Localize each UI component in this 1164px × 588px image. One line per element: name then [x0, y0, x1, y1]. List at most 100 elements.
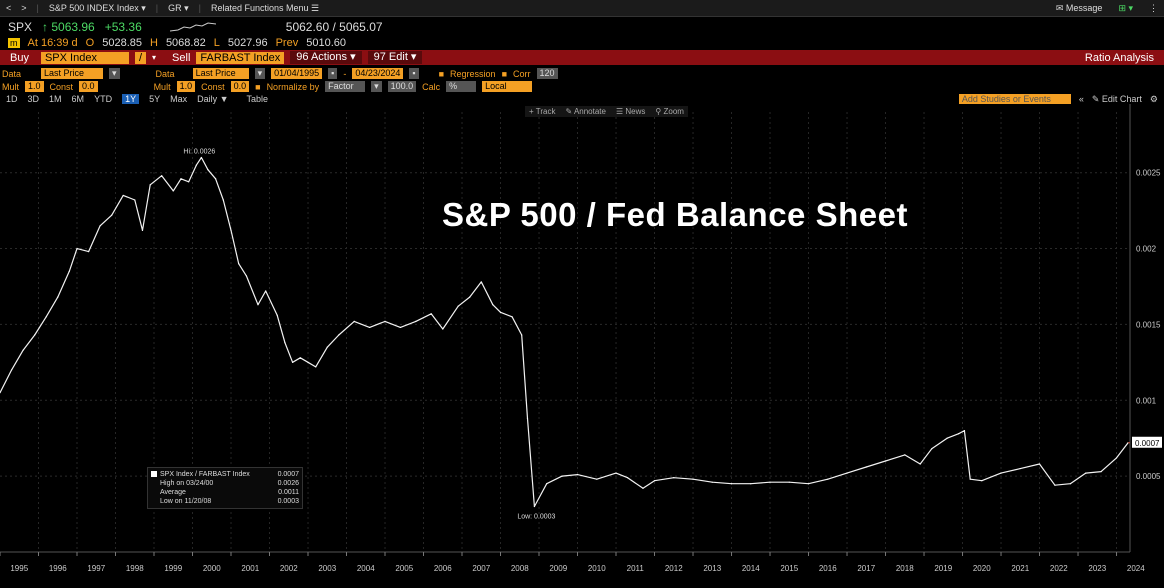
news-tool[interactable]: ☰ News: [615, 107, 646, 116]
period-max[interactable]: Max: [170, 94, 188, 104]
data2-select[interactable]: Last Price: [192, 68, 249, 79]
data-select[interactable]: Last Price: [41, 68, 104, 79]
series-point: [827, 478, 829, 480]
series-point: [931, 448, 933, 450]
normalize-checkbox[interactable]: ■: [255, 81, 261, 92]
series-point: [315, 366, 317, 368]
delay-badge-icon: m: [8, 37, 20, 48]
series-point: [576, 474, 579, 476]
gear-icon[interactable]: ⚙: [1149, 93, 1158, 104]
more-icon[interactable]: ⋮: [1149, 2, 1158, 13]
zoom-tool[interactable]: ⚲ Zoom: [655, 107, 684, 116]
mult-input[interactable]: 1.0: [25, 81, 44, 92]
period-1m[interactable]: 1M: [49, 94, 62, 104]
legend-low-label: Low on 11/20/08: [160, 498, 212, 505]
end-date-input[interactable]: 04/23/2024: [352, 68, 404, 79]
series-point: [546, 483, 548, 485]
low-label: L: [213, 36, 220, 49]
actions-button[interactable]: 96 Actions ▾: [290, 51, 362, 64]
high-annotation: Hi: 0.0026: [183, 149, 215, 156]
buy-security-menu[interactable]: /: [134, 51, 147, 64]
series-point: [884, 460, 887, 462]
ratio-chart[interactable]: 1995 1996 1997 1998 1999 2000 2001 2002 2003 2004…: [0, 104, 1164, 588]
annotate-label: Annotate: [573, 107, 606, 116]
frequency-select[interactable]: Daily ▼: [197, 94, 229, 104]
calendar-icon[interactable]: ▪: [409, 68, 419, 79]
period-5y[interactable]: 5Y: [149, 94, 161, 104]
x-tick-label: 2018: [896, 564, 914, 573]
normalize-select-arrow[interactable]: ▾: [371, 81, 382, 92]
message-button[interactable]: ✉ Message: [1056, 3, 1103, 14]
legend-high-label: High on 03/24/00: [160, 480, 214, 487]
const-input[interactable]: 0.0: [79, 81, 98, 92]
back-arrow-icon[interactable]: <: [6, 3, 12, 13]
forward-arrow-icon[interactable]: >: [21, 3, 27, 13]
x-tick-label: 2001: [241, 564, 259, 573]
parameter-row-1: Data Last Price ▾ Data Last Price ▾ 01/0…: [0, 67, 1164, 80]
chevron-down-icon[interactable]: ▾: [152, 53, 157, 62]
series-point: [1054, 484, 1056, 486]
series-point: [338, 334, 340, 336]
const2-label: Const: [201, 81, 225, 92]
factor-input[interactable]: 100.0: [387, 81, 417, 92]
bid-ask: 5062.60 / 5065.07: [285, 20, 383, 34]
quote-detail-line: m At 16:39 d O 5028.85 H 5068.82 L 5027.96 …: [0, 35, 1164, 50]
series-point: [1085, 472, 1087, 474]
start-date-input[interactable]: 01/04/1995: [271, 68, 323, 79]
calendar-icon[interactable]: ▪: [328, 68, 338, 79]
corr-label: Corr: [513, 68, 531, 79]
series-point: [200, 156, 202, 159]
normalize-select[interactable]: Factor: [325, 81, 366, 92]
series-point: [45, 316, 47, 318]
legend-swatch: [151, 471, 157, 478]
add-studies-input[interactable]: Add Studies or Events: [958, 93, 1071, 105]
legend-row: Low on 11/20/08 0.0003: [151, 497, 299, 506]
series-point: [846, 472, 848, 474]
prev-label: Prev: [275, 36, 299, 49]
period-1y[interactable]: 1Y: [122, 94, 140, 104]
calc-select[interactable]: %: [446, 81, 477, 92]
series-point: [122, 194, 124, 197]
track-tool[interactable]: + Track: [529, 107, 556, 116]
period-6m[interactable]: 6M: [71, 94, 85, 104]
data-select-arrow[interactable]: ▾: [109, 68, 120, 79]
x-tick-label: 2021: [1011, 564, 1029, 573]
corr-checkbox[interactable]: ■: [501, 68, 507, 79]
period-1d[interactable]: 1D: [6, 94, 18, 104]
x-tick-label: 2007: [472, 564, 490, 573]
separator: |: [198, 3, 201, 13]
gr-menu[interactable]: GR ▾: [168, 2, 189, 13]
legend-series-label: SPX Index / FARBAST Index: [160, 471, 250, 478]
edit-chart-button[interactable]: ✎ Edit Chart: [1092, 94, 1142, 105]
local-select[interactable]: Local: [482, 81, 533, 92]
table-button[interactable]: Table: [246, 94, 269, 104]
series-point: [1069, 483, 1071, 485]
window-controls[interactable]: ⊞ ▾: [1118, 2, 1133, 13]
series-point: [415, 320, 417, 322]
series-point: [919, 463, 921, 465]
legend-average-label: Average: [160, 489, 186, 496]
buy-label[interactable]: Buy: [10, 51, 29, 64]
mult2-input[interactable]: 1.0: [176, 81, 196, 92]
series-point: [642, 487, 644, 489]
series-point: [711, 481, 713, 483]
data2-select-arrow[interactable]: ▾: [254, 68, 266, 79]
edit-button[interactable]: 97 Edit ▾: [367, 51, 423, 64]
series-point: [653, 480, 656, 482]
security-menu[interactable]: S&P 500 INDEX Index ▾: [48, 2, 146, 13]
buy-security-field[interactable]: SPX Index: [40, 51, 129, 64]
series-point: [76, 247, 78, 250]
const2-input[interactable]: 0.0: [230, 81, 250, 92]
sell-label[interactable]: Sell: [172, 51, 191, 64]
prev-value: 5010.60: [306, 36, 346, 49]
annotate-tool[interactable]: ✎ Annotate: [565, 107, 606, 116]
sell-security-field[interactable]: FARBAST Index: [196, 51, 285, 64]
collapse-icon[interactable]: «: [1078, 94, 1084, 104]
series-point: [533, 505, 535, 508]
related-functions-menu[interactable]: Related Functions Menu ☰: [211, 2, 320, 13]
corr-window-input[interactable]: 120: [536, 68, 558, 79]
period-3d[interactable]: 3D: [27, 94, 40, 104]
period-ytd[interactable]: YTD: [94, 94, 113, 104]
regression-checkbox[interactable]: ■: [438, 68, 445, 79]
series-point: [149, 184, 151, 186]
